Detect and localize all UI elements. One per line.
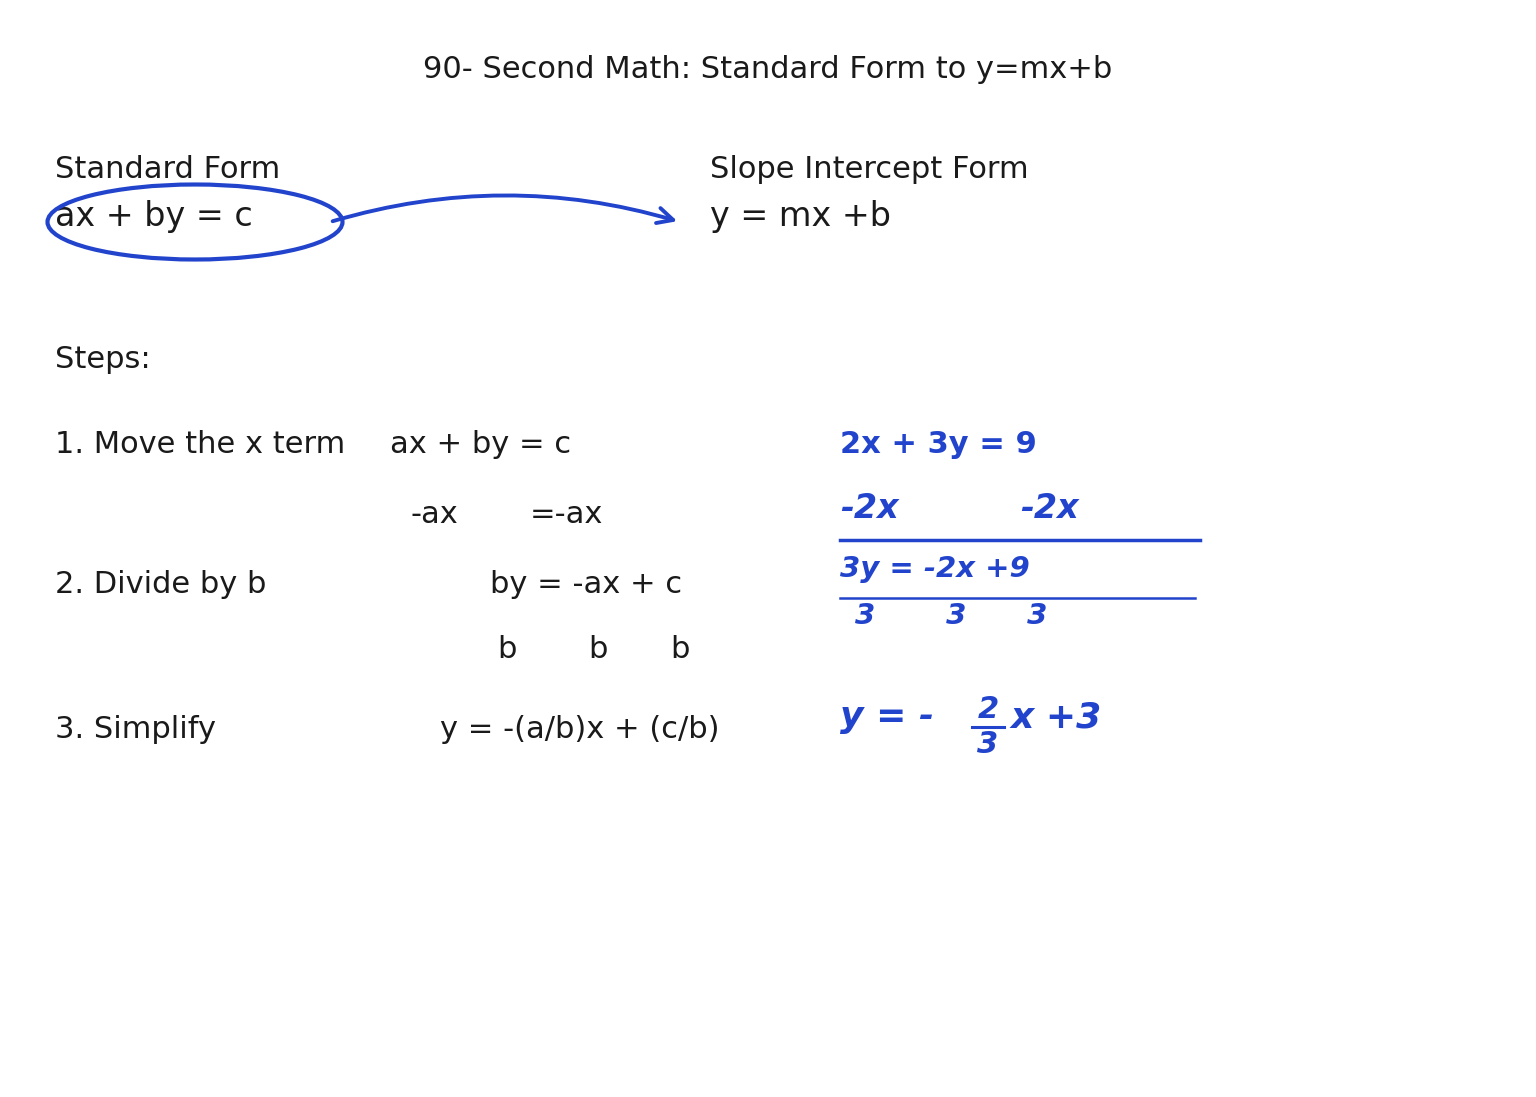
Text: 1. Move the x term: 1. Move the x term (55, 430, 346, 459)
Text: -2x: -2x (840, 491, 899, 525)
Text: y = -(a/b)x + (c/b): y = -(a/b)x + (c/b) (439, 715, 719, 744)
Text: by = -ax + c: by = -ax + c (490, 570, 682, 599)
Text: ax + by = c: ax + by = c (55, 200, 253, 233)
Text: -2x: -2x (1020, 491, 1078, 525)
Text: y = mx +b: y = mx +b (710, 200, 891, 233)
Text: -ax: -ax (410, 500, 458, 529)
Text: =-ax: =-ax (530, 500, 604, 529)
Text: 3y = -2x +9: 3y = -2x +9 (840, 555, 1029, 583)
Text: b: b (588, 635, 607, 664)
Text: x +3: x +3 (1011, 700, 1101, 734)
Text: 2. Divide by b: 2. Divide by b (55, 570, 266, 599)
FancyArrowPatch shape (333, 195, 673, 223)
Text: 3       3      3: 3 3 3 (856, 602, 1048, 630)
Text: 90- Second Math: Standard Form to y=mx+b: 90- Second Math: Standard Form to y=mx+b (424, 55, 1112, 84)
Text: 2x + 3y = 9: 2x + 3y = 9 (840, 430, 1037, 459)
Text: 2: 2 (977, 695, 998, 724)
Text: 3: 3 (977, 730, 998, 759)
Text: b: b (670, 635, 690, 664)
Text: Steps:: Steps: (55, 344, 151, 374)
Text: b: b (498, 635, 516, 664)
Text: Slope Intercept Form: Slope Intercept Form (710, 155, 1029, 184)
Text: y = -: y = - (840, 700, 934, 734)
Text: Standard Form: Standard Form (55, 155, 280, 184)
Text: ax + by = c: ax + by = c (390, 430, 571, 459)
Text: 3. Simplify: 3. Simplify (55, 715, 217, 744)
